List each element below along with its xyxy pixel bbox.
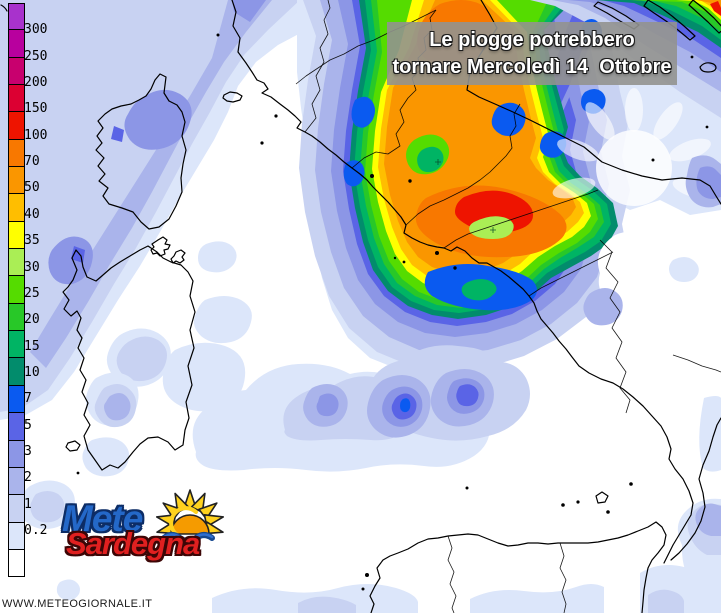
legend-tick-label: 10 [24, 364, 40, 380]
legend-color-step [8, 440, 25, 468]
italy-west-coastline [231, 0, 694, 564]
legend-color-step [8, 331, 25, 359]
legend-color-step [8, 385, 25, 414]
legend-tick-label: 5 [24, 417, 32, 433]
legend-tick-label: 35 [24, 233, 40, 249]
sicily-coastline [369, 521, 667, 613]
legend-color-step [8, 139, 25, 168]
website-watermark: WWW.METEOGIORNALE.IT [2, 598, 153, 610]
region-borders [295, 0, 721, 613]
legend-color-step [8, 549, 25, 578]
legend-color-step [8, 3, 25, 31]
legend-color-step [8, 85, 25, 113]
title-line-1: Le piogge potrebbero [429, 28, 635, 51]
legend-color-step [8, 57, 25, 86]
legend-tick-label: 200 [24, 75, 48, 91]
legend-color-step [8, 221, 25, 250]
legend-tick-label: 1 [24, 496, 32, 512]
legend-tick-label: 40 [24, 206, 40, 222]
legend-tick-label: 70 [24, 154, 40, 170]
legend-tick-label: 15 [24, 338, 40, 354]
legend-color-step [8, 467, 25, 496]
legend-tick-label: 3 [24, 443, 32, 459]
legend-color-step [8, 194, 25, 222]
legend-color-step [8, 522, 25, 550]
legend-color-step [8, 30, 25, 58]
title-banner: Le piogge potrebbero tornare Mercoledì 1… [387, 22, 677, 85]
legend-tick-label: 250 [24, 48, 48, 64]
legend-color-step [8, 112, 25, 140]
legend-color-step [8, 303, 25, 332]
legend-tick-label: 25 [24, 285, 40, 301]
legend-tick-label: 30 [24, 259, 40, 275]
legend-tick-label: 150 [24, 101, 48, 117]
sardinia-coastline [62, 245, 196, 471]
legend-color-step [8, 495, 25, 523]
precipitation-legend [8, 3, 25, 578]
corsica-coastline [95, 73, 187, 230]
legend-tick-label: 2 [24, 470, 32, 486]
legend-color-scale [8, 3, 25, 578]
legend-tick-label: 20 [24, 312, 40, 328]
legend-color-step [8, 249, 25, 277]
legend-color-step [8, 413, 25, 441]
legend-color-step [8, 167, 25, 195]
legend-color-step [8, 276, 25, 304]
legend-tick-label: 100 [24, 127, 48, 143]
legend-tick-label: 50 [24, 180, 40, 196]
title-line-2: tornare Mercoledì 14 Ottobre [392, 55, 672, 78]
legend-color-step [8, 358, 25, 386]
legend-tick-label: 300 [24, 22, 48, 38]
legend-tick-label: 0.2 [24, 523, 48, 538]
legend-tick-label: 7 [24, 391, 32, 407]
